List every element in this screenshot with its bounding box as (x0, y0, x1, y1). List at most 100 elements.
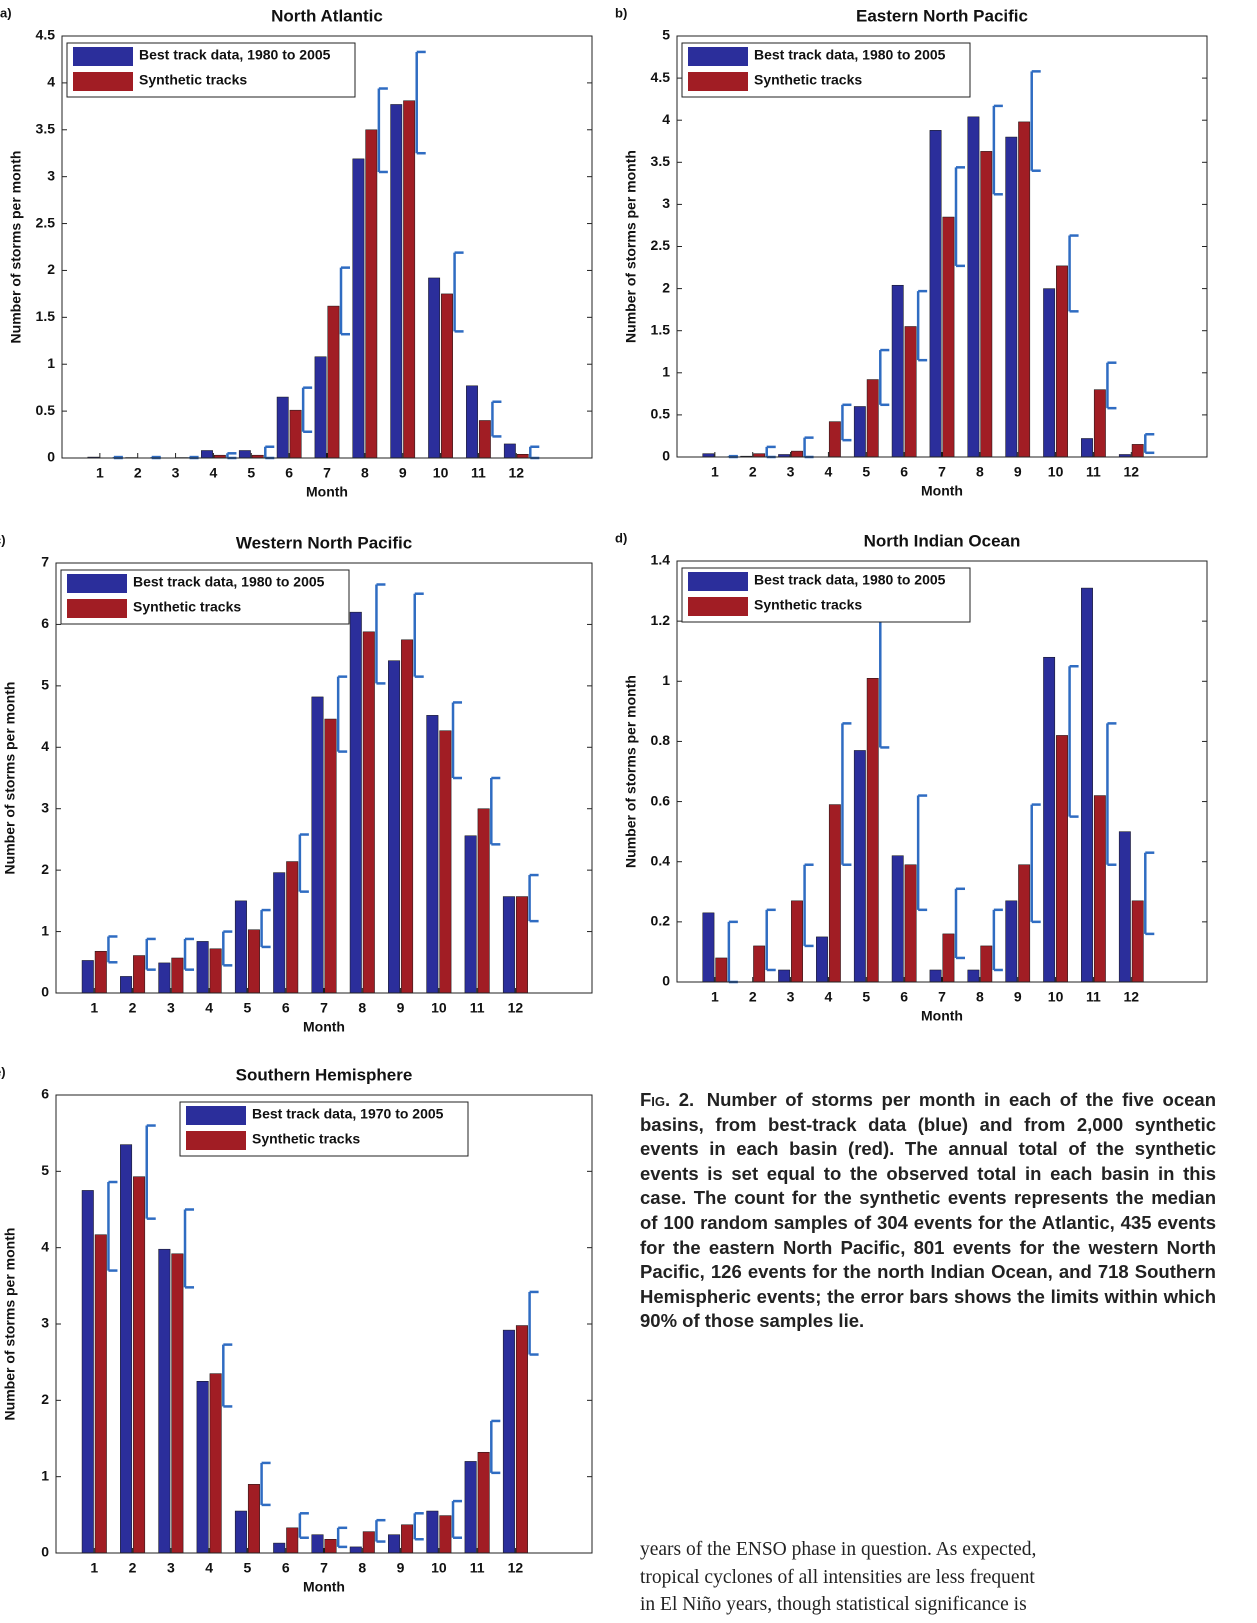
x-tick-label: 5 (244, 1560, 252, 1576)
x-tick-label: 2 (749, 464, 757, 480)
bar (866, 379, 879, 458)
x-tick-label: 1 (711, 989, 719, 1005)
bar (133, 955, 146, 994)
bar (171, 1253, 184, 1554)
bar (702, 912, 715, 983)
x-axis-label: Month (921, 483, 963, 499)
y-tick-label: 3 (41, 799, 49, 815)
panel-label: d) (615, 530, 627, 545)
error-bar (226, 452, 237, 460)
bar (478, 420, 491, 459)
bar (81, 960, 94, 994)
y-tick-label: 7 (41, 554, 49, 570)
body-text: years of the ENSO phase in question. As … (640, 1536, 1230, 1623)
legend-label: Synthetic tracks (754, 72, 862, 88)
y-tick-label: 0 (41, 1544, 49, 1560)
legend-swatch (688, 47, 748, 66)
error-bar (841, 403, 852, 442)
error-bar (336, 1526, 348, 1549)
y-tick-label: 0.6 (651, 792, 671, 808)
bar (273, 1542, 286, 1554)
x-tick-label: 2 (749, 989, 757, 1005)
bar (942, 216, 955, 458)
y-tick-label: 1.4 (651, 552, 671, 568)
error-bar (1068, 234, 1079, 313)
bar (94, 950, 107, 994)
bar (196, 1381, 209, 1554)
x-tick-label: 11 (470, 1560, 485, 1576)
legend-swatch (67, 599, 127, 618)
bar (1043, 288, 1056, 458)
bar (791, 450, 803, 458)
error-bar (490, 1419, 501, 1475)
error-bar (1030, 803, 1041, 924)
error-bar (145, 1124, 156, 1220)
bar (428, 277, 441, 459)
y-tick-label: 4 (41, 738, 49, 754)
error-bar (954, 887, 966, 960)
y-tick-label: 2 (662, 279, 670, 295)
bar (477, 808, 490, 994)
x-tick-label: 10 (1048, 464, 1064, 480)
y-tick-label: 4 (662, 111, 670, 127)
legend-swatch (688, 597, 748, 616)
x-tick-label: 8 (976, 464, 984, 480)
plot-frame (676, 35, 1208, 458)
y-tick-label: 0.5 (36, 402, 56, 418)
y-tick-label: 1 (662, 364, 670, 380)
x-tick-label: 4 (825, 464, 833, 480)
legend-label: Synthetic tracks (133, 599, 241, 615)
bar (1005, 900, 1018, 983)
plot-frame (676, 560, 1208, 983)
panel-label: b) (615, 5, 627, 20)
error-bar (1144, 851, 1155, 936)
error-bar (727, 920, 738, 984)
bar (286, 861, 299, 994)
bar (324, 1539, 337, 1554)
y-tick-label: 5 (41, 677, 49, 693)
bar (791, 900, 803, 983)
bar (967, 116, 980, 458)
error-bar (375, 1518, 386, 1543)
caption: Fig. 2. Number of storms per month in ea… (640, 1088, 1216, 1334)
error-bar (916, 289, 928, 362)
y-tick-label: 1 (41, 922, 49, 938)
x-axis-label: Month (303, 1019, 345, 1035)
bar (314, 356, 327, 459)
x-tick-label: 10 (431, 1560, 447, 1576)
y-axis-label: Number of storms per month (8, 151, 24, 344)
body-line: tropical cyclones of all intensities are… (640, 1566, 1035, 1588)
x-tick-label: 7 (938, 464, 946, 480)
bar (1056, 735, 1068, 983)
y-axis-label: Number of storms per month (623, 675, 639, 868)
error-bar (803, 863, 814, 948)
bar (515, 896, 528, 994)
error-bar (451, 701, 463, 780)
bar (247, 1484, 260, 1554)
y-tick-label: 3 (41, 1315, 49, 1331)
error-bar (336, 675, 348, 753)
error-bar (107, 935, 118, 964)
bar (362, 1531, 375, 1554)
x-tick-label: 3 (787, 464, 795, 480)
chart-title: North Indian Ocean (864, 531, 1021, 550)
plot-frame (61, 35, 593, 459)
caption-label: Fig. 2. (640, 1089, 695, 1110)
error-bar (183, 1208, 195, 1289)
y-tick-label: 4.5 (36, 27, 56, 43)
bar (778, 969, 791, 983)
error-bar (528, 873, 539, 923)
x-tick-label: 9 (397, 1560, 405, 1576)
bar (234, 1510, 247, 1554)
error-bar (879, 613, 890, 749)
x-tick-label: 5 (862, 464, 870, 480)
x-axis-label: Month (303, 1579, 345, 1595)
bar (441, 293, 453, 459)
bar (81, 1190, 94, 1554)
error-bar (1144, 433, 1155, 455)
x-tick-label: 7 (938, 989, 946, 1005)
plot-frame (55, 562, 593, 994)
error-bar (107, 1180, 118, 1272)
y-tick-label: 0.4 (651, 852, 671, 868)
